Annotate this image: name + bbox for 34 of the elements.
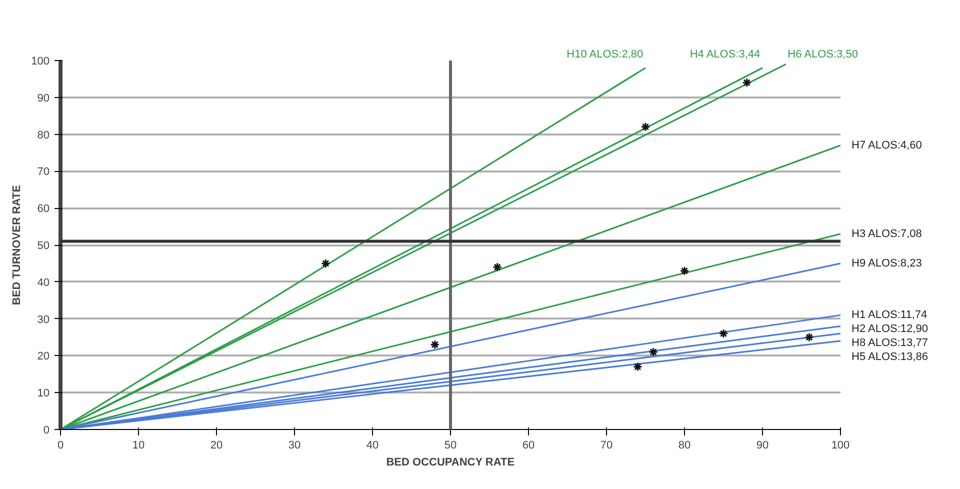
x-tick-label: 0	[57, 440, 64, 452]
x-tick-label: 20	[210, 440, 223, 452]
y-tick-label: 40	[37, 276, 50, 289]
y-tick-label: 30	[37, 314, 50, 326]
series-label: H1 ALOS:11,74	[852, 309, 928, 322]
series-label: H2 ALOS:12,90	[852, 323, 928, 336]
y-tick-label: 100	[31, 56, 50, 68]
x-tick-label: 30	[288, 440, 301, 452]
x-tick-label: 100	[831, 440, 850, 452]
y-tick-label: 20	[37, 350, 50, 363]
x-tick-label: 90	[756, 440, 769, 452]
y-tick-label: 70	[37, 166, 50, 178]
series-label: H7 ALOS:4,60	[852, 139, 922, 152]
y-tick-label: 90	[37, 92, 50, 104]
y-tick-label: 0	[43, 424, 50, 436]
x-tick-label: 70	[600, 440, 613, 452]
series-label: H4 ALOS:3,44	[690, 48, 760, 60]
series-label: H3 ALOS:7,08	[852, 228, 922, 240]
y-tick-label: 80	[37, 129, 50, 142]
y-tick-label: 10	[37, 388, 50, 400]
x-tick-label: 10	[132, 440, 145, 452]
y-axis-title: BED TURNOVER RATE	[11, 184, 24, 306]
x-tick-label: 80	[678, 440, 691, 452]
series-label: H5 ALOS:13,86	[852, 351, 928, 364]
series-label: H6 ALOS:3,50	[788, 48, 858, 60]
y-tick-label: 60	[37, 203, 50, 216]
series-label: H10 ALOS:2,80	[566, 48, 644, 60]
series-label: H9 ALOS:8,23	[852, 257, 922, 270]
x-tick-label: 50	[444, 440, 457, 452]
series-label: H8 ALOS:13,77	[852, 337, 928, 350]
x-axis-title: BED OCCUPANCY RATE	[386, 456, 515, 468]
x-tick-label: 40	[366, 440, 379, 452]
x-tick-label: 60	[522, 440, 535, 452]
y-tick-label: 50	[37, 240, 50, 252]
